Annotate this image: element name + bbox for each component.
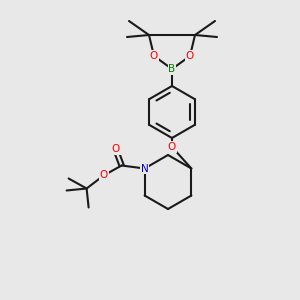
Text: B: B [168,64,175,74]
Text: N: N [141,164,148,173]
Text: O: O [168,142,176,152]
Text: O: O [150,51,158,61]
Text: O: O [186,51,194,61]
Text: O: O [100,170,108,181]
Text: O: O [112,145,120,154]
